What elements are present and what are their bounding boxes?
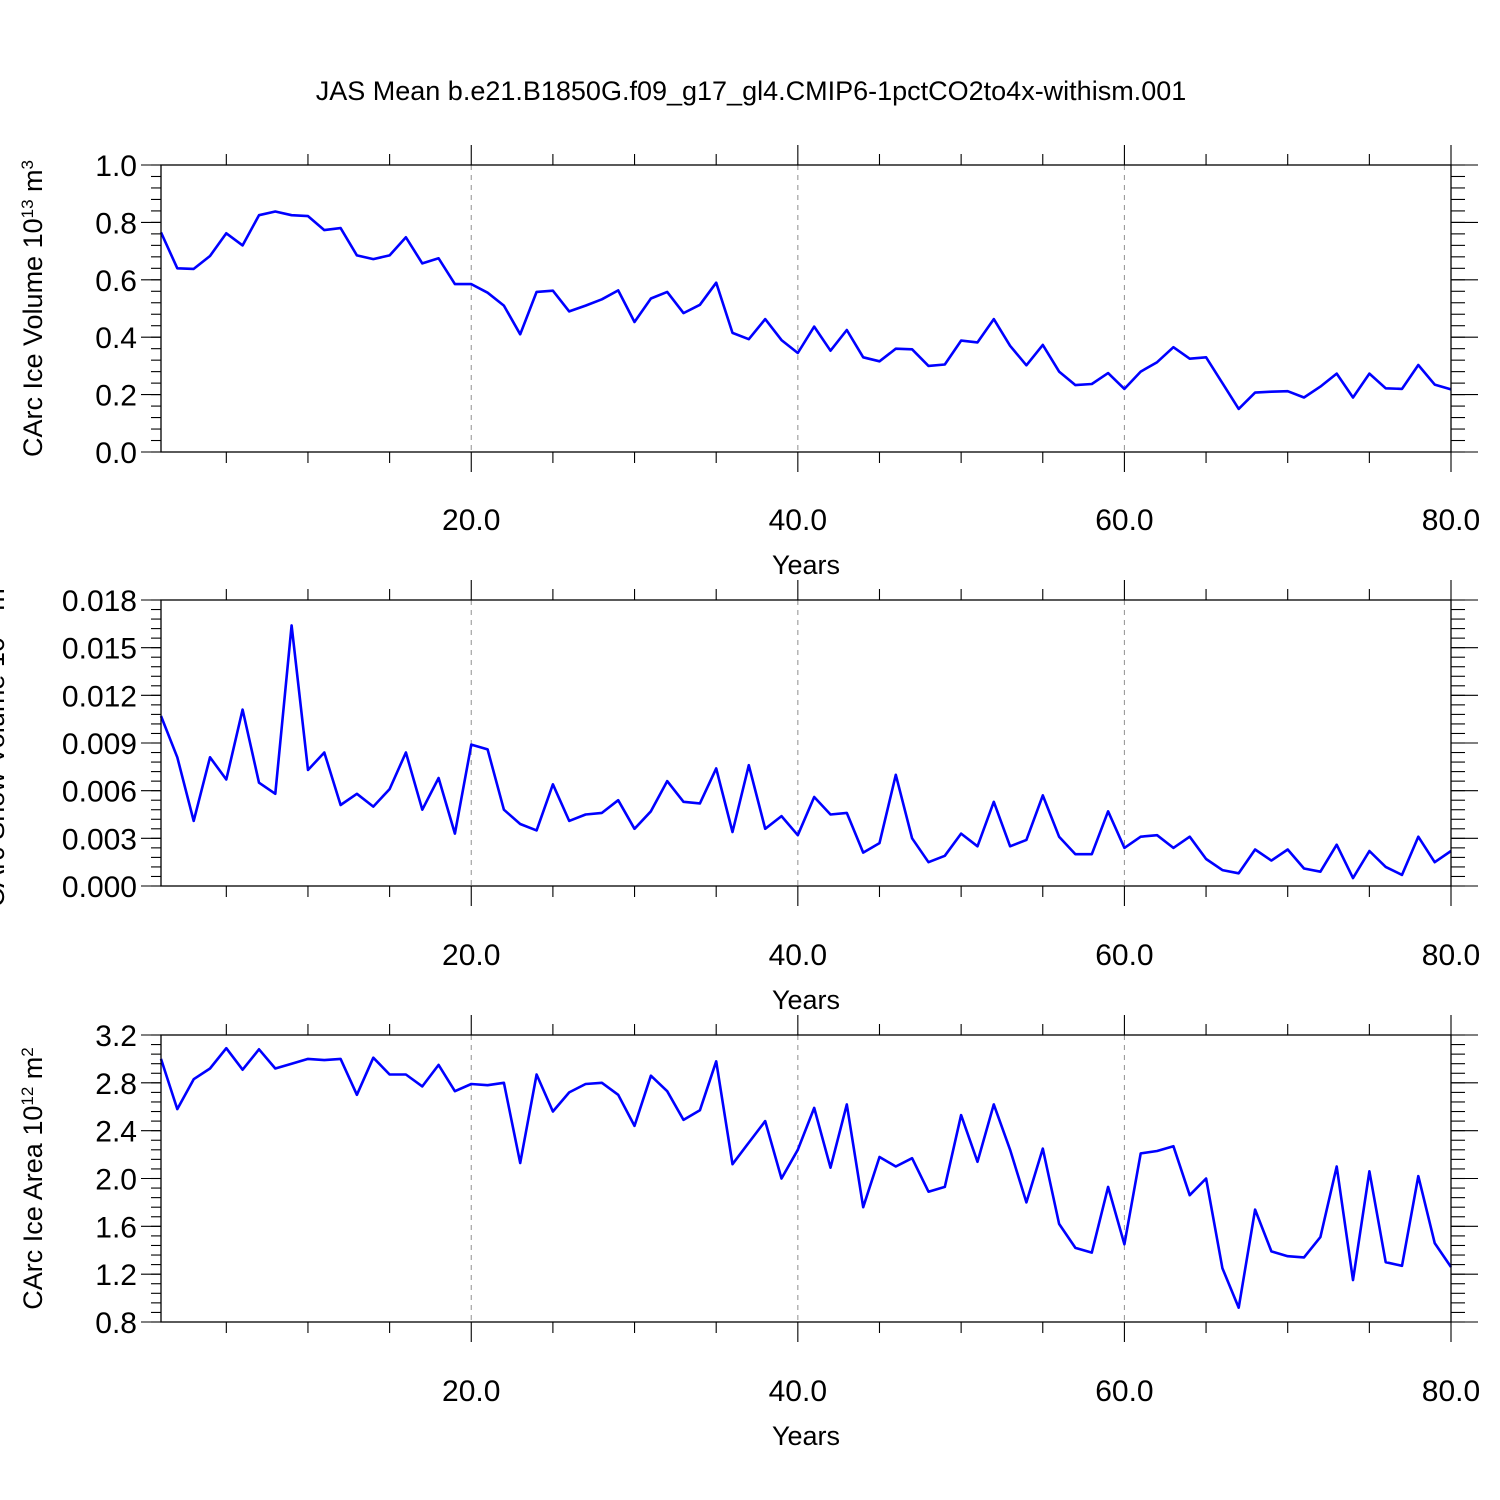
x-tick-label: 40.0 <box>769 504 827 537</box>
y-tick-label: 0.6 <box>95 265 137 298</box>
y-tick-label: 0.8 <box>95 1307 137 1340</box>
x-tick-label: 20.0 <box>442 504 500 537</box>
y-tick-label: 2.8 <box>95 1068 137 1101</box>
x-tick-label: 80.0 <box>1422 504 1480 537</box>
x-tick-label: 80.0 <box>1422 939 1480 972</box>
y-tick-label: 0.018 <box>62 585 137 618</box>
series-line <box>159 1046 1453 1309</box>
y-tick-label: 0.2 <box>95 380 137 413</box>
plot-frame <box>160 164 1452 453</box>
x-tick-label: 60.0 <box>1095 1375 1153 1408</box>
x-tick-label: 40.0 <box>769 1375 827 1408</box>
x-tick-label: 20.0 <box>442 1375 500 1408</box>
plot-frame <box>160 1034 1452 1323</box>
x-tick-label: 40.0 <box>769 939 827 972</box>
y-tick-label: 0.0 <box>95 437 137 470</box>
y-tick-label: 0.8 <box>95 207 137 240</box>
y-tick-label: 2.0 <box>95 1164 137 1197</box>
series-line <box>159 210 1452 411</box>
y-tick-label: 0.009 <box>62 728 137 761</box>
y-tick-label: 0.006 <box>62 776 137 809</box>
x-axis-label: Years <box>772 1421 840 1451</box>
x-axis-label: Years <box>772 550 840 580</box>
y-tick-label: 2.4 <box>95 1116 137 1149</box>
y-axis-label: CArc Ice Area 1012 m2 <box>18 1047 49 1310</box>
y-tick-label: 1.6 <box>95 1211 137 1244</box>
x-tick-label: 60.0 <box>1095 939 1153 972</box>
x-tick-label: 20.0 <box>442 939 500 972</box>
y-tick-label: 0.4 <box>95 322 137 355</box>
y-axis-label: CArc Snow Volume 1013 m3 <box>0 579 10 908</box>
y-tick-label: 0.003 <box>62 823 137 856</box>
x-tick-label: 60.0 <box>1095 504 1153 537</box>
x-axis-label: Years <box>772 985 840 1015</box>
panel-3: 0.8 1.2 1.6 2.0 2.4 2.8 3.2 20.0 40.0 60.0 80.0 Yea… <box>18 1015 1480 1451</box>
y-tick-label: 3.2 <box>95 1020 137 1053</box>
panel-1: 0.0 0.2 0.4 0.6 0.8 1.0 20.0 40.0 60.0 80.0 Years C… <box>18 145 1480 580</box>
y-tick-label: 1.0 <box>95 150 137 183</box>
y-tick-label: 0.000 <box>62 871 137 904</box>
series-line <box>159 624 1452 880</box>
y-tick-label: 0.012 <box>62 680 137 713</box>
panel-2: 0.000 0.003 0.006 0.009 0.012 0.015 0.018 20.0 4… <box>0 579 1480 1015</box>
y-axis-label: CArc Ice Volume 1013 m3 <box>18 160 49 457</box>
x-tick-label: 80.0 <box>1422 1375 1480 1408</box>
y-tick-label: 0.015 <box>62 633 137 666</box>
y-tick-label: 1.2 <box>95 1259 137 1292</box>
plot-frame <box>160 599 1452 887</box>
chart-title: JAS Mean b.e21.B1850G.f09_g17_gl4.CMIP6-… <box>316 76 1187 106</box>
